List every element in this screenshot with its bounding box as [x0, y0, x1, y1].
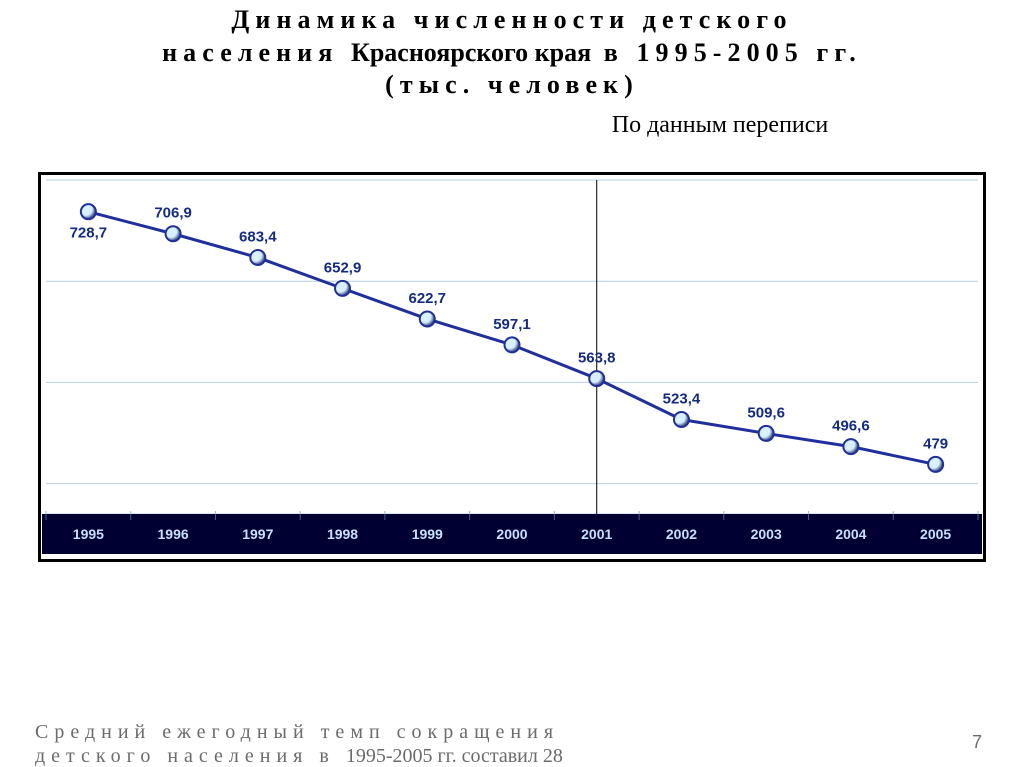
data-label: 479: [923, 435, 948, 452]
data-label: 622,7: [408, 290, 446, 307]
data-point: [335, 281, 350, 296]
x-axis-label: 1998: [327, 526, 358, 542]
slide-subtitle: По данным переписи: [520, 112, 920, 138]
x-axis-label: 2001: [581, 526, 612, 542]
data-point: [420, 311, 435, 326]
x-axis-label: 2002: [666, 526, 697, 542]
line-chart: 1995 1996 1997 1998 1999 2000 2001 2002 2003 2004…: [38, 172, 986, 562]
data-label: 496,6: [832, 418, 870, 435]
data-point: [759, 426, 774, 441]
data-label: 523,4: [663, 390, 701, 407]
data-label: 683,4: [239, 229, 277, 246]
data-label: 509,6: [747, 404, 785, 421]
x-axis-label: 1995: [73, 526, 104, 542]
x-axis-label: 2003: [751, 526, 782, 542]
x-axis-label: 1999: [412, 526, 443, 542]
data-point: [81, 204, 96, 219]
title-line-3: (тыс. человек): [0, 69, 1024, 102]
x-axis-label: 1996: [158, 526, 189, 542]
footer-text: Средний ежегодный темп сокращения детско…: [35, 720, 955, 767]
data-label: 597,1: [493, 316, 531, 333]
page-number: 7: [972, 732, 982, 753]
title-line-2: населения Красноярского края в 1995-2005…: [0, 37, 1024, 70]
data-label: 728,7: [70, 225, 108, 242]
data-label: 563,8: [578, 350, 616, 367]
x-axis-label: 1997: [242, 526, 273, 542]
data-point: [505, 337, 520, 352]
slide-title: Динамика численности детского населения …: [0, 4, 1024, 102]
data-point: [166, 226, 181, 241]
data-point: [250, 250, 265, 265]
title-line-1: Динамика численности детского: [0, 4, 1024, 37]
x-axis-label: 2005: [920, 526, 951, 542]
data-point: [928, 457, 943, 472]
data-point: [843, 439, 858, 454]
x-axis-label: 2000: [496, 526, 527, 542]
data-label: 706,9: [154, 205, 192, 222]
data-point: [674, 412, 689, 427]
data-point: [589, 371, 604, 386]
data-label: 652,9: [324, 259, 362, 276]
x-axis-label: 2004: [835, 526, 866, 542]
